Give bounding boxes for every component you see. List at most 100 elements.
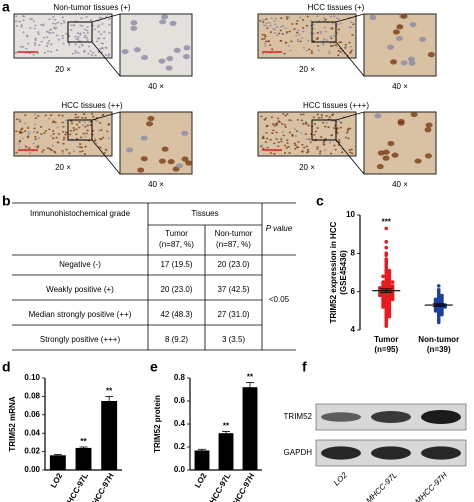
nucleus xyxy=(300,132,303,135)
nucleus xyxy=(323,19,326,22)
table-cell: 37 (42.5) xyxy=(217,285,249,294)
nucleus xyxy=(39,24,43,26)
nucleus xyxy=(261,52,265,55)
nucleus xyxy=(348,41,351,44)
nucleus xyxy=(48,128,51,131)
data-point xyxy=(384,253,389,258)
nucleus xyxy=(271,132,274,135)
nucleus xyxy=(310,52,314,54)
nucleus xyxy=(396,24,404,30)
blot-label: TRIM52 xyxy=(284,412,313,421)
nucleus xyxy=(101,23,104,25)
nucleus xyxy=(52,15,55,18)
magnification: 20 × xyxy=(299,65,315,74)
blot-band xyxy=(321,412,361,422)
nucleus xyxy=(146,121,154,127)
nucleus xyxy=(268,44,272,46)
nucleus xyxy=(32,142,36,145)
nucleus xyxy=(62,42,65,45)
nucleus xyxy=(40,40,43,43)
nucleus xyxy=(49,135,53,137)
nucleus xyxy=(260,38,264,41)
nucleus xyxy=(28,147,31,149)
nucleus xyxy=(268,21,271,24)
data-point xyxy=(381,274,385,279)
nucleus xyxy=(328,116,331,118)
nucleus xyxy=(64,133,67,136)
nucleus xyxy=(325,115,328,117)
nucleus xyxy=(75,133,78,136)
nucleus xyxy=(305,145,309,148)
table-cell: Weakly positive (+) xyxy=(46,285,114,294)
y-axis-label: TRIM52 protein xyxy=(153,395,162,453)
nucleus xyxy=(391,152,399,158)
nucleus xyxy=(176,163,184,169)
nucleus xyxy=(70,122,74,125)
nucleus xyxy=(61,121,64,124)
nucleus xyxy=(324,18,327,21)
nucleus xyxy=(15,15,18,18)
nucleus xyxy=(332,127,336,129)
nucleus xyxy=(84,135,87,138)
nucleus xyxy=(107,54,110,57)
nucleus xyxy=(104,54,108,56)
nucleus xyxy=(277,141,280,144)
blot-band xyxy=(421,446,461,460)
nucleus xyxy=(36,31,40,34)
nucleus xyxy=(333,144,336,147)
nucleus xyxy=(53,18,57,21)
nucleus xyxy=(22,31,25,34)
significance: ** xyxy=(80,437,87,446)
nucleus xyxy=(262,147,265,150)
nucleus xyxy=(294,135,298,137)
nucleus xyxy=(44,129,48,132)
nucleus xyxy=(305,122,308,125)
bar xyxy=(75,447,92,470)
nucleus xyxy=(183,45,191,51)
nucleus xyxy=(46,42,49,45)
nucleus xyxy=(94,137,97,140)
nucleus xyxy=(98,122,102,124)
y-tick-label: 0.08 xyxy=(24,392,40,401)
panel-label: d xyxy=(2,359,11,375)
y-tick-label: 0.0 xyxy=(174,465,186,474)
magnification: 40 × xyxy=(392,82,408,91)
nucleus xyxy=(80,17,83,20)
nucleus xyxy=(22,15,26,18)
nucleus xyxy=(51,137,55,140)
nucleus xyxy=(61,16,65,19)
nucleus xyxy=(86,129,89,132)
image-label: HCC tissues (++) xyxy=(61,101,123,110)
nucleus xyxy=(72,150,76,153)
nucleus xyxy=(282,113,285,115)
nucleus xyxy=(84,145,87,148)
nucleus xyxy=(48,18,51,21)
zoom-box xyxy=(67,21,93,43)
nucleus xyxy=(159,19,167,25)
nucleus xyxy=(324,30,328,33)
nucleus xyxy=(28,132,31,135)
nucleus xyxy=(72,24,76,27)
nucleus xyxy=(21,127,24,130)
nucleus xyxy=(287,145,290,148)
nucleus xyxy=(60,22,63,25)
nucleus xyxy=(316,31,319,34)
nucleus xyxy=(19,45,23,48)
nucleus xyxy=(300,37,304,39)
nucleus xyxy=(274,123,278,125)
nucleus xyxy=(427,52,435,58)
nucleus xyxy=(263,37,266,40)
nucleus xyxy=(20,26,23,28)
nucleus xyxy=(44,114,47,117)
nucleus xyxy=(24,122,27,125)
nucleus xyxy=(272,129,275,132)
nucleus xyxy=(264,35,267,38)
nucleus xyxy=(329,35,332,38)
nucleus xyxy=(78,126,81,129)
nucleus xyxy=(48,147,52,150)
nucleus xyxy=(43,51,47,54)
nucleus xyxy=(84,125,87,128)
data-point xyxy=(436,320,441,325)
nucleus xyxy=(87,45,91,48)
nucleus xyxy=(65,131,68,134)
